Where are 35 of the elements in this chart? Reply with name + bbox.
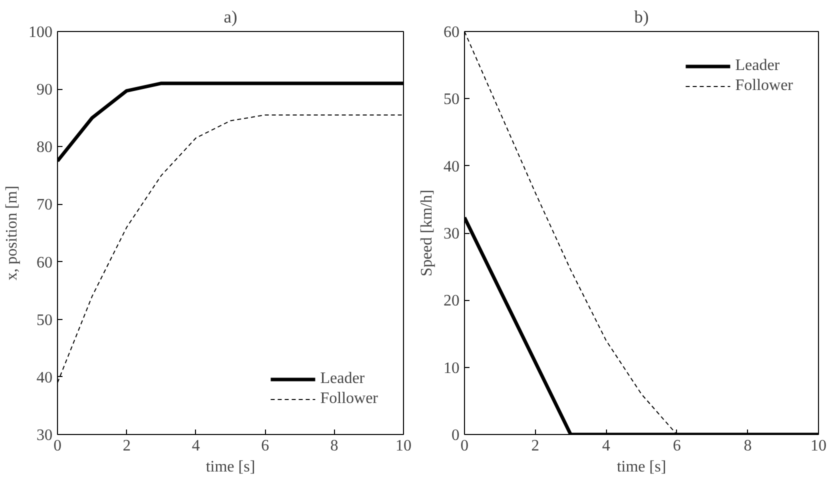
- y-tick-label: 70: [36, 196, 52, 214]
- x-axis-title: time [s]: [206, 458, 256, 476]
- legend-label: Follower: [735, 77, 793, 95]
- legend-label: Follower: [320, 390, 378, 408]
- y-tick-label: 20: [444, 292, 460, 310]
- y-axis-title: x, position [m]: [4, 186, 20, 280]
- y-tick-label: 30: [36, 427, 52, 444]
- chart-title: b): [634, 8, 649, 26]
- x-tick-label: 2: [122, 438, 131, 454]
- x-tick-label: 2: [531, 438, 540, 454]
- x-tick-label: 4: [192, 438, 200, 454]
- y-tick-label: 60: [36, 254, 52, 272]
- y-tick-label: 30: [444, 226, 460, 242]
- y-tick-label: 90: [36, 82, 52, 99]
- y-tick-label: 80: [36, 139, 52, 156]
- chart-title: a): [224, 8, 238, 26]
- y-tick-label: 50: [444, 91, 460, 108]
- y-tick-label: 10: [444, 360, 460, 377]
- y-tick-label: 100: [28, 24, 52, 41]
- x-tick-label: 6: [672, 438, 681, 454]
- x-tick-label: 10: [396, 438, 412, 454]
- y-tick-label: 40: [444, 158, 460, 176]
- x-tick-label: 4: [602, 438, 610, 454]
- x-tick-label: 6: [261, 438, 270, 454]
- y-tick-label: 0: [452, 427, 460, 444]
- x-tick-label: 8: [330, 438, 338, 454]
- y-tick-label: 60: [444, 24, 460, 41]
- x-axis-title: time [s]: [616, 458, 666, 476]
- y-tick-label: 40: [36, 369, 52, 386]
- legend-label: Leader: [735, 57, 780, 75]
- x-tick-label: 10: [810, 438, 826, 454]
- legend-label: Leader: [320, 370, 365, 388]
- y-tick-label: 50: [36, 312, 52, 329]
- y-axis-title: Speed [km/h]: [418, 190, 436, 276]
- x-tick-label: 8: [744, 438, 752, 454]
